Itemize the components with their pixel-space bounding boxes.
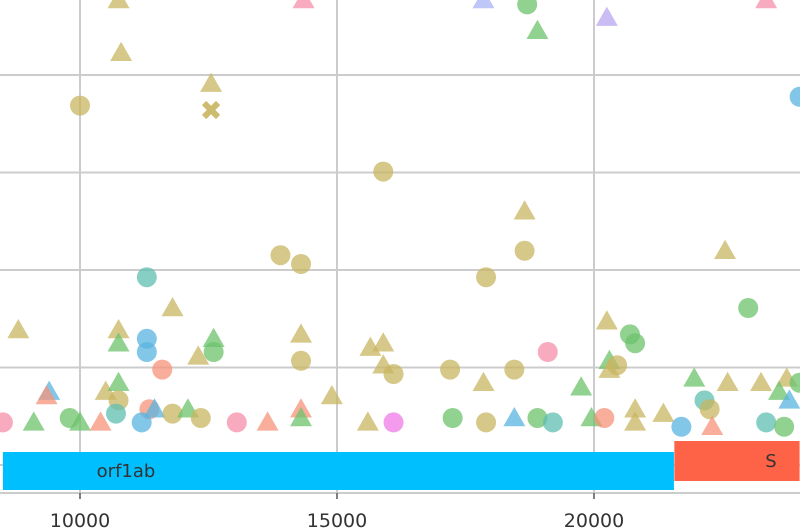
data-point <box>143 398 166 418</box>
data-point <box>738 298 759 318</box>
data-point <box>105 403 126 424</box>
data-point <box>107 319 130 339</box>
data-point <box>526 19 549 40</box>
x-tick-label: 15000 <box>307 510 367 532</box>
data-point <box>320 385 343 405</box>
data-point <box>290 407 313 427</box>
data-point <box>136 342 157 362</box>
data-point <box>472 371 495 392</box>
data-points <box>0 0 800 437</box>
data-point <box>594 408 615 428</box>
data-point <box>292 0 315 9</box>
data-point <box>372 332 395 352</box>
data-point <box>476 267 497 288</box>
data-point <box>107 332 130 352</box>
data-point <box>442 408 463 428</box>
data-point <box>190 408 211 428</box>
data-point <box>595 310 618 330</box>
data-point <box>69 411 91 431</box>
data-point <box>290 323 313 343</box>
data-point <box>595 6 618 26</box>
data-point <box>789 372 800 393</box>
data-point <box>152 359 173 380</box>
data-point <box>607 355 628 376</box>
data-point <box>714 239 737 260</box>
data-point <box>701 415 724 436</box>
data-point <box>226 412 247 433</box>
data-point <box>373 161 394 182</box>
data-point <box>624 411 647 431</box>
gene-label-S: S <box>765 451 776 472</box>
data-point <box>356 411 379 431</box>
data-point <box>270 245 291 266</box>
data-point <box>778 389 800 409</box>
data-point <box>22 411 45 431</box>
data-point <box>35 385 58 405</box>
x-tick-label: 10000 <box>50 510 110 532</box>
data-point <box>110 41 133 62</box>
data-point <box>131 412 152 433</box>
data-point <box>774 416 795 437</box>
data-point <box>291 350 312 371</box>
data-point <box>624 398 647 418</box>
data-point <box>517 0 538 15</box>
data-point <box>537 342 558 362</box>
gene-label-orf1ab: orf1ab <box>97 461 156 482</box>
data-point <box>136 267 157 288</box>
data-point <box>0 412 13 433</box>
data-point <box>107 371 130 392</box>
data-point <box>256 411 279 431</box>
data-point <box>70 95 90 116</box>
data-point <box>504 359 525 380</box>
data-point <box>755 0 778 9</box>
data-point <box>187 345 210 365</box>
data-point <box>756 412 777 433</box>
data-point <box>107 0 130 9</box>
data-point <box>513 200 536 220</box>
data-point <box>514 240 535 261</box>
data-point <box>716 371 739 392</box>
data-point <box>503 407 526 427</box>
data-point <box>768 380 791 400</box>
data-point <box>652 402 675 422</box>
data-point <box>291 254 312 274</box>
data-point <box>440 359 461 380</box>
gene-track: orf1ab S <box>2 441 800 490</box>
data-point <box>383 412 404 433</box>
data-point <box>201 100 221 120</box>
data-point <box>383 364 404 384</box>
x-tick-label: 20000 <box>564 510 624 532</box>
data-point <box>542 412 563 433</box>
data-point <box>570 376 593 396</box>
x-axis: 10000 15000 20000 <box>0 492 800 532</box>
data-point <box>472 0 495 9</box>
data-point <box>161 297 184 317</box>
data-point <box>200 72 223 92</box>
data-point <box>89 411 112 431</box>
data-point <box>789 86 800 107</box>
data-point <box>625 333 646 354</box>
data-point <box>683 367 706 387</box>
gene-bar-orf1ab <box>2 452 674 490</box>
data-point <box>202 327 225 348</box>
data-point <box>671 416 692 437</box>
data-point <box>7 319 30 339</box>
gene-bar-S <box>674 441 800 481</box>
data-point <box>527 408 548 428</box>
data-point <box>750 371 773 392</box>
data-point <box>476 412 497 433</box>
data-point <box>162 403 183 424</box>
data-point <box>699 399 720 420</box>
